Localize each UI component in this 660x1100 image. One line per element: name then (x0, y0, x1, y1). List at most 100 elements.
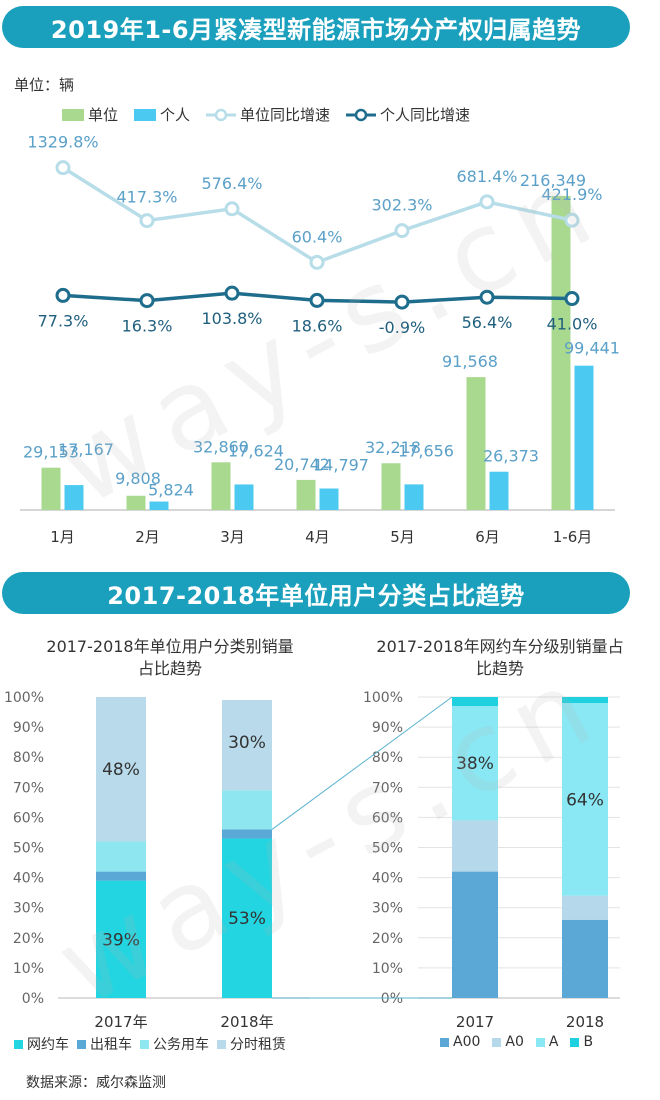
data-label-unit-growth-4: 302.3% (371, 196, 432, 215)
left-y-tick-0: 0% (22, 991, 44, 1007)
left-y-tick-3: 30% (13, 901, 44, 917)
legend-swatch-fenshi (217, 1039, 226, 1049)
left-label-2018-wangyue: 53% (228, 909, 266, 929)
bar-unit-1 (126, 495, 146, 510)
left-bar-1-2 (222, 790, 272, 830)
right-y-tick-4: 40% (372, 871, 403, 887)
left-bar-1-1 (222, 829, 272, 839)
right-y-tick-0: 0% (381, 991, 403, 1007)
legend-item-fenshi: 分时租赁 (217, 1034, 286, 1054)
right-bar-1-2 (562, 703, 608, 896)
legend-item-b: B (570, 1034, 593, 1050)
point-unit-growth-5 (479, 194, 495, 210)
legend-item-personal-growth: 个人同比增速 (346, 104, 470, 125)
legend-swatch-a0 (492, 1037, 502, 1047)
right-bar-0-3 (452, 697, 498, 707)
data-label-personal-growth-1: 16.3% (122, 317, 173, 336)
data-label-personal-6: 99,441 (564, 339, 620, 358)
legend-item-a0: A0 (492, 1034, 524, 1050)
right-y-tick-2: 20% (372, 931, 403, 947)
legend-swatch-gongwu (140, 1039, 149, 1049)
data-label-personal-growth-5: 56.4% (462, 313, 513, 332)
data-label-personal-0: 17,167 (58, 440, 114, 459)
left-y-tick-4: 40% (13, 871, 44, 887)
left-y-tick-7: 70% (13, 780, 44, 796)
data-label-unit-growth-1: 417.3% (116, 188, 177, 207)
data-label-personal-4: 17,656 (398, 441, 454, 460)
legend-label-personal-growth: 个人同比增速 (380, 106, 471, 124)
point-unit-growth-0 (55, 160, 71, 176)
point-personal-growth-6 (564, 291, 580, 307)
legend-label-wangyue: 网约车 (27, 1037, 69, 1053)
left-y-tick-9: 90% (13, 720, 44, 736)
legend-swatch-chuzu (77, 1039, 86, 1049)
data-label-unit-1: 9,808 (115, 469, 161, 488)
point-personal-growth-2 (224, 285, 240, 301)
point-personal-growth-5 (479, 289, 495, 305)
x-tick-label-1: 2月 (135, 528, 160, 546)
right-label-2018-a: 64% (566, 790, 604, 810)
legend-item-a: A (535, 1034, 558, 1050)
bar-personal-2 (234, 484, 254, 510)
legend-label-unit-growth: 单位同比增速 (240, 106, 331, 124)
point-unit-growth-6 (564, 212, 580, 228)
left-x-tick-0: 2017年 (94, 1013, 147, 1031)
point-unit-growth-4 (394, 223, 410, 239)
data-label-personal-2: 17,624 (228, 441, 284, 460)
point-unit-growth-2 (224, 201, 240, 217)
right-label-2017-a: 38% (456, 754, 494, 774)
left-y-tick-6: 60% (13, 810, 44, 826)
legend-swatch-personal (134, 108, 157, 121)
right-y-tick-10: 100% (363, 690, 403, 706)
data-label-unit-growth-2: 576.4% (201, 174, 262, 193)
legend-item-unit-growth: 单位同比增速 (206, 104, 330, 125)
left-y-tick-10: 100% (4, 690, 44, 706)
x-tick-label-6: 1-6月 (553, 528, 593, 546)
point-unit-growth-3 (309, 254, 325, 270)
left-label-2017-fenshi: 48% (102, 760, 140, 780)
data-label-unit-6: 216,349 (520, 171, 586, 190)
right-y-tick-3: 30% (372, 901, 403, 917)
left-bar-1-3 (222, 700, 272, 791)
data-label-personal-growth-4: -0.9% (379, 318, 425, 337)
legend-item-a00: A00 (440, 1034, 480, 1050)
legend-swatch-b (570, 1037, 580, 1047)
legend-item-gongwu: 公务用车 (140, 1034, 209, 1054)
legend-label-unit: 单位 (88, 106, 119, 124)
right-y-tick-6: 60% (372, 810, 403, 826)
data-label-unit-growth-3: 60.4% (292, 227, 343, 246)
legend-item-unit: 单位 (62, 104, 118, 125)
left-bar-0-0 (96, 880, 146, 998)
connector-line-top (271, 696, 453, 830)
point-personal-growth-3 (309, 292, 325, 308)
right-bar-1-3 (562, 697, 608, 704)
right-y-tick-1: 10% (372, 961, 403, 977)
point-personal-growth-1 (139, 293, 155, 309)
bar-personal-5 (489, 471, 509, 510)
left-y-tick-8: 80% (13, 750, 44, 766)
data-label-unit-2: 32,860 (193, 437, 249, 456)
data-label-personal-growth-0: 77.3% (38, 311, 89, 330)
data-source: 数据来源：威尔森监测 (26, 1075, 166, 1091)
right-bar-0-0 (452, 871, 498, 998)
chart2-banner-title: 2017-2018年单位用户分类占比趋势 (2, 572, 630, 614)
data-label-unit-growth-0: 1329.8% (27, 133, 98, 152)
left-y-tick-2: 20% (13, 931, 44, 947)
bar-unit-4 (381, 463, 401, 510)
right-x-tick-0: 2017 (456, 1013, 494, 1031)
legend-label-personal: 个人 (160, 106, 191, 124)
x-tick-label-2: 3月 (220, 528, 245, 546)
point-unit-growth-1 (139, 213, 155, 229)
right-bar-0-1 (452, 820, 498, 872)
legend-swatch-a (535, 1037, 545, 1047)
data-label-personal-growth-3: 18.6% (292, 316, 343, 335)
bar-personal-0 (64, 485, 84, 510)
left-bar-0-1 (96, 871, 146, 881)
bar-unit-0 (41, 467, 61, 510)
legend-label-a0: A0 (505, 1034, 524, 1050)
left-bar-0-3 (96, 697, 146, 842)
x-tick-label-3: 4月 (305, 528, 330, 546)
bar-personal-3 (319, 488, 339, 510)
left-label-2018-fenshi: 30% (228, 733, 266, 753)
